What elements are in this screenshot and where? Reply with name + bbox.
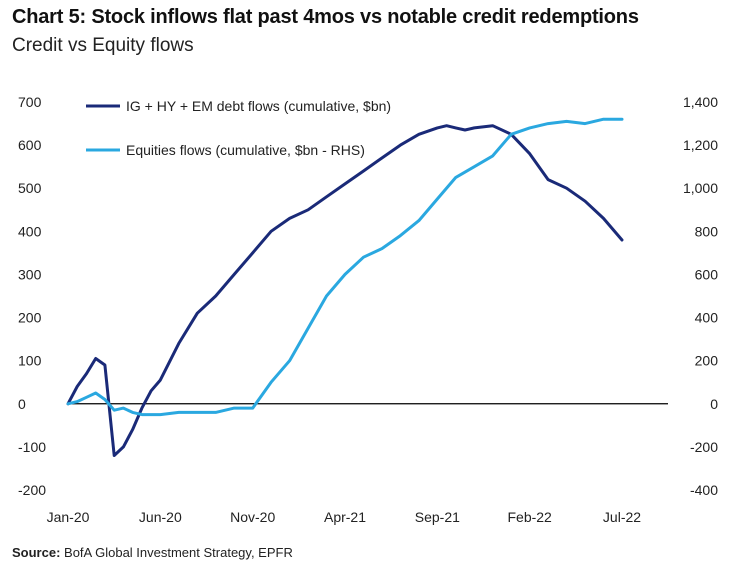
right-y-tick-label: 200 [695,353,719,369]
left-y-tick-label: 300 [18,266,42,282]
right-y-tick-label: -200 [690,439,718,455]
left-y-tick-label: 100 [18,353,42,369]
legend-label-equity: Equities flows (cumulative, $bn - RHS) [126,142,365,158]
x-tick-label: Jul-22 [603,509,641,525]
x-tick-label: Apr-21 [324,509,366,525]
equity-series-line [66,117,624,417]
right-y-tick-label: 600 [695,266,719,282]
right-y-axis: 1,400 1,200 1,000 800 600 400 200 0 -200 -400 [683,94,718,498]
right-y-tick-label: 1,400 [683,94,718,110]
x-tick-label: Jun-20 [139,509,182,525]
x-tick-label: Nov-20 [230,509,275,525]
right-y-tick-label: 1,200 [683,137,718,153]
source-text: BofA Global Investment Strategy, EPFR [64,545,293,560]
source-label: Source: [12,545,61,560]
legend: IG + HY + EM debt flows (cumulative, $bn… [86,98,391,158]
right-y-tick-label: 0 [710,396,718,412]
right-y-tick-label: 1,000 [683,180,718,196]
x-tick-label: Jan-20 [47,509,90,525]
left-y-tick-label: 0 [18,396,26,412]
x-tick-label: Feb-22 [507,509,552,525]
credit-series-line [66,124,624,457]
x-axis: Jan-20 Jun-20 Nov-20 Apr-21 Sep-21 Feb-22 Jul-… [47,509,642,525]
chart-title: Chart 5: Stock inflows flat past 4mos vs… [12,6,639,28]
left-y-tick-label: -100 [18,439,46,455]
left-y-axis: 700 600 500 400 300 200 100 0 -100 -200 [18,94,46,498]
right-y-tick-label: 400 [695,310,719,326]
series-layer [66,117,624,457]
source-note: Source: BofA Global Investment Strategy,… [12,545,293,560]
left-y-tick-label: 500 [18,180,42,196]
left-y-tick-label: 400 [18,223,42,239]
left-y-tick-label: -200 [18,482,46,498]
left-y-tick-label: 600 [18,137,42,153]
right-y-tick-label: 800 [695,223,719,239]
left-y-tick-label: 700 [18,94,42,110]
legend-label-credit: IG + HY + EM debt flows (cumulative, $bn… [126,98,391,114]
chart-subtitle: Credit vs Equity flows [12,35,194,56]
chart-canvas: 700 600 500 400 300 200 100 0 -100 -200 1,400 1,20… [18,94,718,525]
x-tick-label: Sep-21 [415,509,460,525]
left-y-tick-label: 200 [18,310,42,326]
right-y-tick-label: -400 [690,482,718,498]
